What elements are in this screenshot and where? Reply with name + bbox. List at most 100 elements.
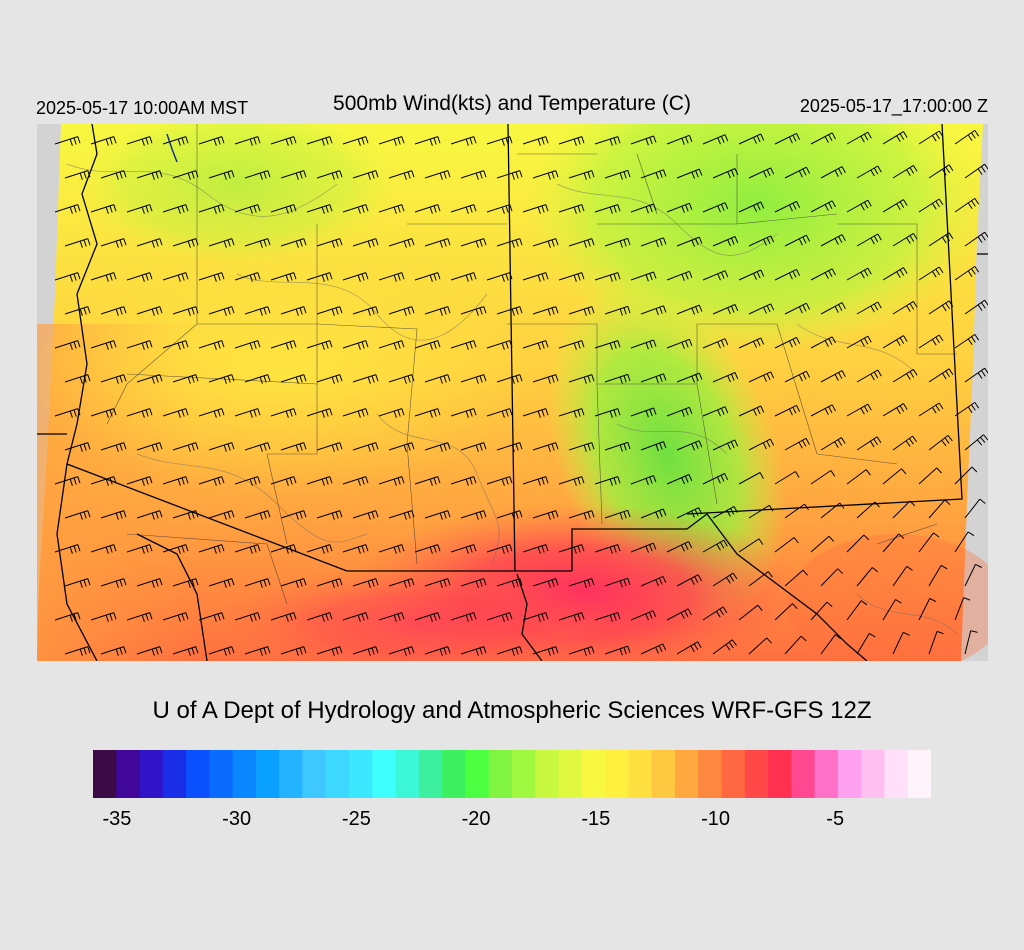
wind-barb (640, 305, 667, 316)
wind-barb (676, 641, 702, 655)
wind-barb (666, 270, 693, 281)
wind-barb (172, 170, 199, 180)
wind-barb (342, 408, 369, 418)
wind-barb (882, 131, 908, 145)
colorbar-swatch (349, 750, 373, 798)
wind-barb (450, 272, 477, 282)
wind-barb (810, 336, 836, 349)
wind-barb (918, 334, 944, 349)
wind-barb (702, 406, 729, 417)
wind-barb (774, 268, 801, 281)
wind-barb (244, 170, 271, 180)
colorbar-tick-label: -10 (701, 808, 730, 830)
wind-barb (414, 340, 441, 350)
wind-barb (64, 646, 91, 656)
wind-barb (100, 646, 127, 656)
wind-barb (64, 238, 91, 248)
wind-barb (496, 442, 523, 452)
wind-barb (784, 503, 810, 519)
wind-barb (882, 468, 907, 485)
wind-barb (496, 374, 523, 384)
wind-barb (820, 568, 844, 587)
wind-barb (676, 304, 703, 315)
colorbar-swatch (488, 750, 513, 798)
wind-barb (856, 632, 876, 655)
wind-barb (810, 601, 833, 621)
wind-barb (460, 510, 487, 520)
wind-barb (378, 612, 405, 622)
wind-barb (280, 442, 307, 452)
wind-barb (352, 238, 379, 248)
wind-barb (136, 306, 163, 316)
wind-barb (738, 133, 765, 145)
wind-barb (522, 408, 549, 418)
wind-barb (702, 473, 729, 485)
colorbar-swatch (209, 750, 234, 798)
wind-barb (450, 476, 477, 486)
wind-barb (450, 612, 477, 622)
wind-barb (702, 338, 729, 349)
wind-barb (774, 471, 800, 485)
wind-barb (198, 612, 225, 622)
wind-barb (568, 306, 595, 316)
wind-barb (306, 272, 333, 282)
wind-barb (342, 340, 369, 350)
wind-barb (378, 204, 405, 214)
wind-barb (270, 136, 297, 146)
wind-barb (342, 136, 369, 146)
wind-barb (630, 135, 657, 146)
wind-barb (388, 170, 415, 180)
wind-barb (856, 567, 879, 587)
wind-barb (810, 470, 836, 485)
wind-barb (666, 134, 693, 145)
colorbar-swatch (279, 750, 304, 798)
wind-barb (198, 204, 225, 214)
colorbar-swatch (861, 750, 886, 798)
wind-barb (954, 197, 980, 213)
wind-barb (594, 612, 621, 622)
wind-barb (234, 136, 261, 146)
wind-barb (388, 374, 415, 384)
wind-barb (90, 476, 117, 486)
wind-barb (892, 164, 918, 179)
wind-barb (64, 306, 91, 316)
wind-barb (352, 510, 379, 520)
wind-barb (918, 598, 937, 621)
wind-barb (198, 476, 225, 486)
wind-barb (594, 408, 621, 418)
colorbar-swatch (698, 750, 723, 798)
wind-barb (100, 306, 127, 316)
wind-barb (964, 231, 988, 247)
wind-barb (352, 170, 379, 180)
wind-barb (126, 612, 153, 622)
wind-barb (604, 305, 631, 316)
wind-barb (604, 509, 631, 520)
wind-barb (54, 476, 81, 486)
wind-barb (424, 442, 451, 452)
wind-barb (640, 373, 667, 384)
wind-barb (846, 600, 868, 621)
wind-barb (532, 170, 559, 180)
wind-barb (234, 544, 261, 554)
colorbar-swatch (721, 750, 746, 798)
wind-barb (640, 169, 667, 180)
wind-barb (496, 238, 523, 248)
wind-barb (100, 510, 127, 520)
wind-barb (918, 402, 944, 417)
wind-barb (486, 408, 513, 418)
wind-barb (846, 335, 872, 349)
wind-barb (630, 339, 657, 350)
wind-barb (244, 442, 271, 452)
wind-barb (172, 306, 199, 316)
wind-barb (738, 472, 764, 485)
wind-barb (676, 574, 702, 587)
wind-barb (90, 612, 117, 622)
wind-barb (928, 232, 954, 247)
wind-barb (558, 544, 585, 554)
wind-barb (712, 572, 738, 587)
wind-barb (630, 542, 657, 553)
wind-barb (676, 440, 703, 451)
wind-barb (54, 136, 81, 146)
wind-barb (928, 499, 951, 519)
wind-barb (414, 204, 441, 214)
